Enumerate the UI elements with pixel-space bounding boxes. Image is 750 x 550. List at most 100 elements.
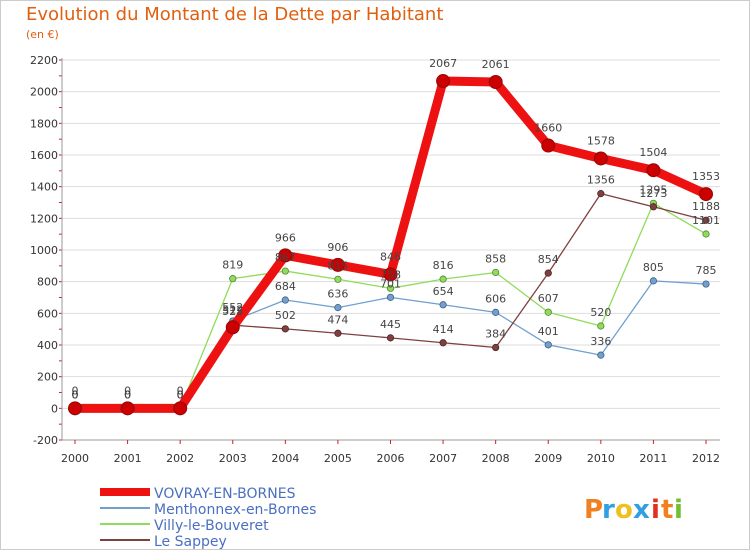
- data-label: 0: [72, 388, 79, 401]
- data-label: 785: [696, 264, 717, 277]
- series-line: [74, 202, 707, 409]
- data-label: 1356: [587, 174, 615, 187]
- y-tick-label: 400: [37, 339, 58, 352]
- x-tick-label: 2006: [377, 452, 405, 465]
- series-line: [70, 76, 711, 413]
- x-tick-label: 2009: [534, 452, 562, 465]
- data-label: 701: [380, 277, 401, 290]
- data-point: [281, 296, 289, 304]
- legend-label: Le Sappey: [154, 534, 227, 550]
- data-label: 684: [275, 280, 296, 293]
- data-label: 1295: [639, 183, 667, 196]
- data-label: 1504: [639, 146, 667, 159]
- y-tick-label: 1400: [30, 181, 58, 194]
- data-label: 401: [538, 325, 559, 338]
- data-label: 867: [275, 251, 296, 264]
- data-label: 0: [124, 384, 131, 397]
- y-tick-label: 1200: [30, 212, 58, 225]
- data-point: [386, 284, 395, 292]
- data-point: [383, 267, 398, 282]
- data-label: 816: [433, 259, 454, 272]
- data-label: 858: [485, 252, 506, 265]
- data-point: [173, 401, 188, 416]
- data-label: 966: [275, 231, 296, 244]
- data-label: 414: [433, 323, 454, 336]
- data-point: [597, 322, 605, 330]
- data-label: 0: [72, 384, 79, 397]
- data-label: 654: [433, 285, 454, 298]
- data-label: 0: [124, 388, 131, 401]
- data-point: [646, 163, 661, 178]
- legend-label: Menthonnex-en-Bornes: [154, 502, 316, 518]
- data-point: [225, 320, 240, 335]
- logo-letter: r: [602, 495, 615, 525]
- x-tick-label: 2008: [482, 452, 510, 465]
- y-tick-label: 0: [51, 402, 58, 415]
- x-tick-label: 2004: [271, 452, 299, 465]
- data-label: 906: [327, 241, 348, 254]
- data-label: 805: [643, 261, 664, 274]
- data-point: [120, 401, 135, 416]
- y-tick-label: 600: [37, 307, 58, 320]
- data-point: [281, 325, 289, 333]
- data-label: 1188: [692, 200, 720, 213]
- data-point: [386, 334, 395, 342]
- x-tick-label: 2011: [639, 452, 667, 465]
- data-point: [544, 308, 552, 316]
- data-point: [492, 343, 500, 352]
- data-label: 846: [380, 250, 401, 263]
- x-tick-label: 2003: [219, 452, 247, 465]
- series-vovray-en-bornes: [68, 74, 713, 416]
- data-label: 1101: [692, 214, 720, 227]
- data-point: [649, 203, 658, 211]
- y-tick-label: -200: [33, 434, 58, 447]
- logo-letter: i: [674, 495, 683, 525]
- x-tick-label: 2000: [61, 452, 89, 465]
- data-point: [439, 301, 447, 309]
- data-point: [330, 257, 345, 272]
- data-label: 2067: [429, 57, 457, 70]
- y-tick-label: 2000: [30, 86, 58, 99]
- data-label: 815: [327, 259, 348, 272]
- data-label: 512: [222, 303, 243, 316]
- data-label: 1353: [692, 170, 720, 183]
- data-point: [439, 275, 447, 283]
- y-tick-label: 2200: [30, 54, 58, 67]
- data-point: [544, 341, 552, 349]
- data-label: 2061: [482, 58, 510, 71]
- data-point: [278, 248, 293, 263]
- data-point: [649, 277, 658, 285]
- data-label: 636: [327, 288, 348, 301]
- data-label: 0: [177, 388, 184, 401]
- data-label: 0: [124, 388, 131, 401]
- data-point: [702, 230, 710, 238]
- data-point: [436, 74, 451, 89]
- data-label: 0: [177, 384, 184, 397]
- data-point: [544, 269, 552, 277]
- data-point: [334, 329, 342, 337]
- data-label: 819: [222, 259, 243, 272]
- x-tick-label: 2007: [429, 452, 457, 465]
- data-point: [541, 138, 556, 153]
- data-point: [386, 293, 395, 301]
- y-tick-label: 200: [37, 371, 58, 384]
- logo-letter: o: [615, 495, 633, 525]
- data-label: 520: [590, 306, 611, 319]
- data-point: [492, 308, 500, 316]
- data-label: 607: [538, 292, 559, 305]
- data-label: 0: [72, 388, 79, 401]
- y-tick-label: 800: [37, 276, 58, 289]
- data-point: [702, 280, 710, 288]
- data-label: 445: [380, 318, 401, 331]
- data-point: [699, 187, 713, 202]
- data-point: [492, 268, 500, 277]
- data-point: [229, 275, 237, 283]
- logo-letter: t: [661, 495, 673, 525]
- data-label: 1273: [639, 187, 667, 200]
- data-point: [702, 216, 710, 224]
- data-label: 1660: [534, 122, 562, 135]
- data-point: [281, 267, 289, 275]
- data-label: 0: [124, 388, 131, 401]
- x-tick-label: 2012: [692, 452, 720, 465]
